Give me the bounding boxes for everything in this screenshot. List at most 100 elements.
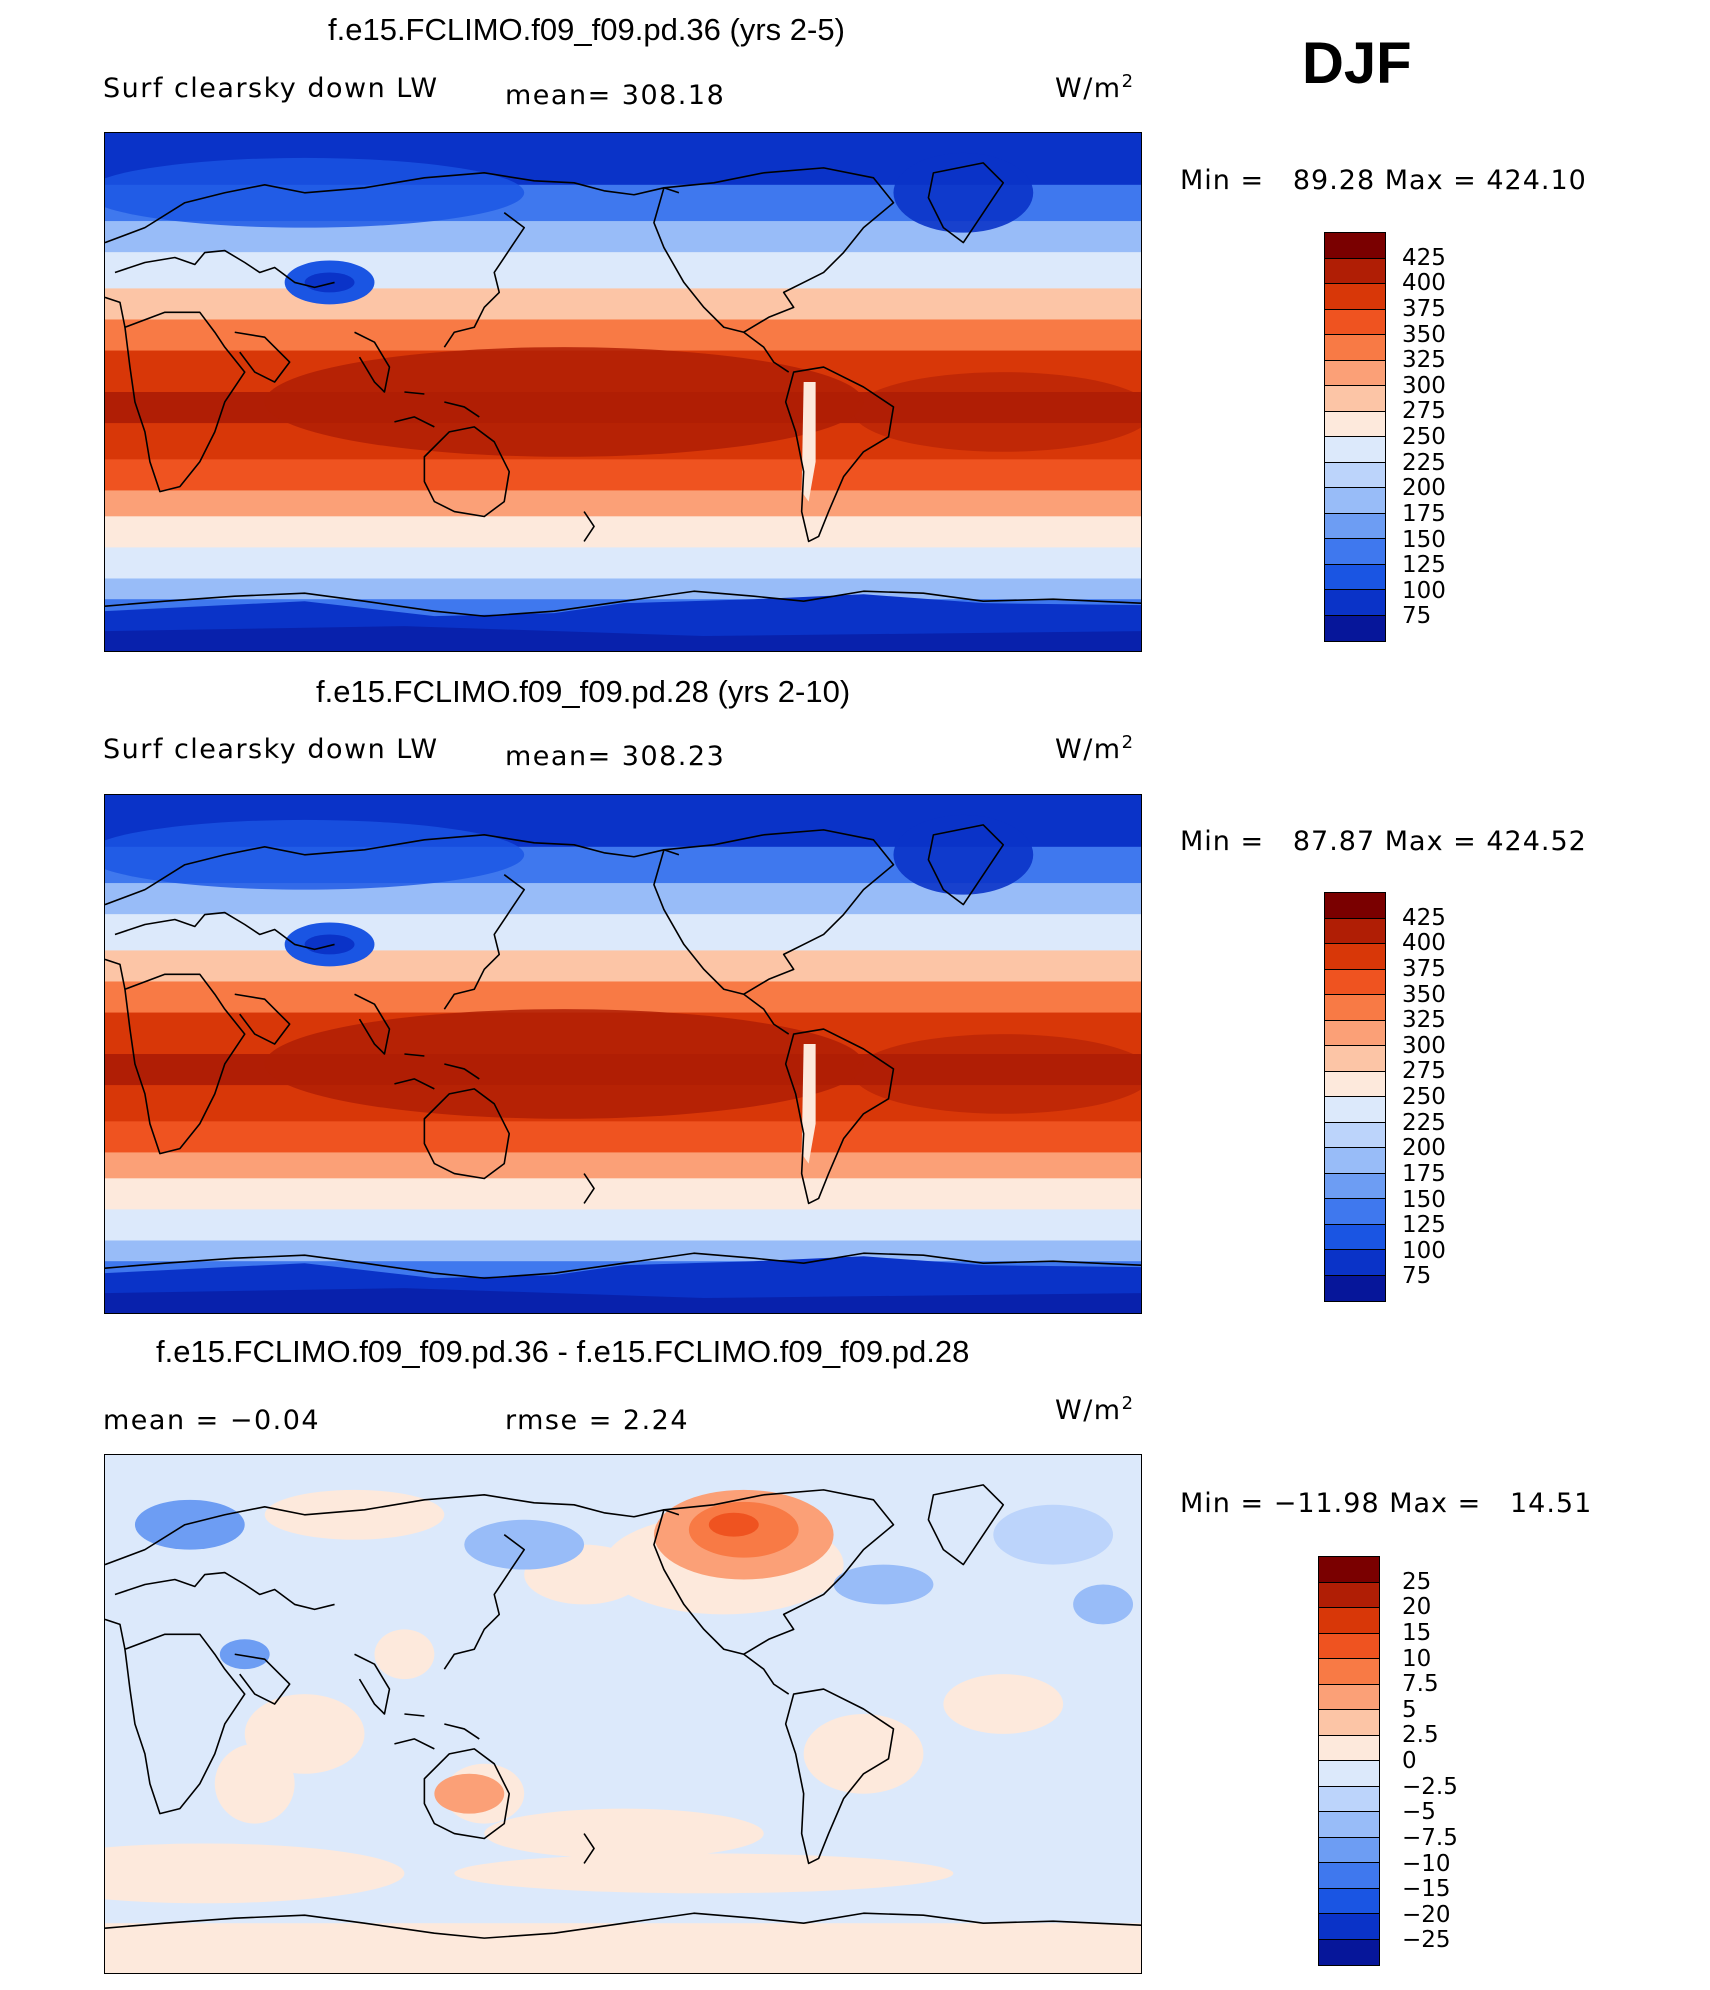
colorbar-tick-label: 150 bbox=[1402, 526, 1446, 553]
colorbar-tick-label: 225 bbox=[1402, 1109, 1446, 1136]
colorbar-swatch bbox=[1325, 995, 1385, 1021]
colorbar-swatch bbox=[1325, 386, 1385, 412]
colorbar-swatch bbox=[1325, 1173, 1385, 1199]
colorbar-swatch bbox=[1319, 1939, 1379, 1965]
colorbar-swatch bbox=[1325, 1122, 1385, 1148]
colorbar-tick-label: 275 bbox=[1402, 398, 1446, 425]
colorbar-tick-label: 425 bbox=[1402, 244, 1446, 271]
colorbar-tick-label: 200 bbox=[1402, 1135, 1446, 1162]
colorbar-swatch bbox=[1325, 233, 1385, 259]
colorbar-tick-label: 225 bbox=[1402, 449, 1446, 476]
panel1-colorbar-labels: 425 400 375 350 325 300 275 250 225 200 175 150 125 1… bbox=[1402, 232, 1522, 642]
colorbar-swatch bbox=[1319, 1582, 1379, 1608]
colorbar-swatch bbox=[1325, 258, 1385, 284]
colorbar-swatch bbox=[1319, 1812, 1379, 1838]
colorbar-swatch bbox=[1319, 1659, 1379, 1685]
panel1-mean-label: mean= 308.18 bbox=[505, 80, 726, 111]
colorbar-swatch bbox=[1325, 309, 1385, 335]
panel1-units-label: W/m2 bbox=[1055, 71, 1135, 104]
colorbar-swatch bbox=[1325, 539, 1385, 565]
colorbar-tick-label: 250 bbox=[1402, 424, 1446, 450]
colorbar-tick-label: 175 bbox=[1402, 1160, 1446, 1187]
panel2-title: f.e15.FCLIMO.f09_f09.pd.28 (yrs 2-10) bbox=[316, 674, 851, 709]
colorbar-swatch bbox=[1325, 944, 1385, 970]
colorbar-swatch bbox=[1325, 437, 1385, 463]
colorbar-tick-label: 125 bbox=[1402, 1212, 1446, 1239]
panel3-units-label: W/m2 bbox=[1055, 1393, 1135, 1426]
colorbar-tick-label: 100 bbox=[1402, 1237, 1446, 1264]
colorbar-swatch bbox=[1325, 564, 1385, 590]
panel2-colorbar-labels: 425 400 375 350 325 300 275 250 225 200 175 150 125 1… bbox=[1402, 892, 1522, 1302]
colorbar-swatch bbox=[1325, 488, 1385, 514]
panel3-minmax: Min = −11.98 Max = 14.51 bbox=[1180, 1488, 1593, 1519]
colorbar-swatch bbox=[1325, 335, 1385, 361]
colorbar-tick-label: 5 bbox=[1402, 1696, 1417, 1723]
colorbar-swatch bbox=[1325, 615, 1385, 641]
colorbar-tick-label: 275 bbox=[1402, 1058, 1446, 1085]
colorbar-tick-label: 25 bbox=[1402, 1568, 1432, 1595]
panel1-minmax: Min = 89.28 Max = 424.10 bbox=[1180, 165, 1587, 196]
panel3-colorbar bbox=[1318, 1556, 1380, 1966]
colorbar-swatch bbox=[1325, 1046, 1385, 1072]
colorbar-tick-label: 175 bbox=[1402, 500, 1446, 527]
colorbar-tick-label: 10 bbox=[1402, 1645, 1432, 1672]
colorbar-swatch bbox=[1325, 360, 1385, 386]
colorbar-swatch bbox=[1325, 590, 1385, 616]
colorbar-tick-label: 7.5 bbox=[1402, 1671, 1439, 1698]
colorbar-tick-label: 20 bbox=[1402, 1594, 1432, 1621]
colorbar-swatch bbox=[1319, 1735, 1379, 1761]
colorbar-tick-label: 150 bbox=[1402, 1186, 1446, 1213]
colorbar-tick-label: 375 bbox=[1402, 295, 1446, 322]
colorbar-swatch bbox=[1325, 1148, 1385, 1174]
colorbar-swatch bbox=[1319, 1863, 1379, 1889]
panel1-map-field bbox=[105, 133, 1141, 651]
colorbar-tick-label: 375 bbox=[1402, 955, 1446, 982]
colorbar-swatch bbox=[1325, 513, 1385, 539]
colorbar-swatch bbox=[1319, 1633, 1379, 1659]
panel2-units-label: W/m2 bbox=[1055, 732, 1135, 765]
colorbar-tick-label: 75 bbox=[1402, 603, 1432, 630]
colorbar-swatch bbox=[1325, 411, 1385, 437]
colorbar-swatch bbox=[1325, 1020, 1385, 1046]
colorbar-swatch bbox=[1325, 1199, 1385, 1225]
panel1-map bbox=[104, 132, 1142, 652]
colorbar-swatch bbox=[1319, 1761, 1379, 1787]
colorbar-swatch bbox=[1319, 1557, 1379, 1583]
colorbar-tick-label: 350 bbox=[1402, 321, 1446, 348]
panel1-variable-label: Surf clearsky down LW bbox=[103, 73, 439, 104]
colorbar-tick-label: 300 bbox=[1402, 1032, 1446, 1059]
colorbar-swatch bbox=[1325, 1275, 1385, 1301]
colorbar-tick-label: 2.5 bbox=[1402, 1722, 1439, 1749]
colorbar-swatch bbox=[1325, 969, 1385, 995]
colorbar-swatch bbox=[1319, 1888, 1379, 1914]
colorbar-swatch bbox=[1325, 1224, 1385, 1250]
panel2-variable-label: Surf clearsky down LW bbox=[103, 734, 439, 765]
colorbar-tick-label: 400 bbox=[1402, 930, 1446, 957]
panel2-minmax: Min = 87.87 Max = 424.52 bbox=[1180, 826, 1587, 857]
colorbar-tick-label: 325 bbox=[1402, 347, 1446, 374]
colorbar-swatch bbox=[1319, 1837, 1379, 1863]
colorbar-tick-label: 350 bbox=[1402, 981, 1446, 1008]
colorbar-tick-label: 300 bbox=[1402, 372, 1446, 399]
panel2-map bbox=[104, 794, 1142, 1314]
colorbar-tick-label: 400 bbox=[1402, 270, 1446, 297]
panel3-colorbar-labels: 25 20 15 10 7.5 5 2.5 0 −2.5 −5 −7.5 −10 −15 −20 −25 bbox=[1402, 1556, 1522, 1966]
panel2-map-field bbox=[105, 795, 1141, 1313]
colorbar-swatch bbox=[1325, 462, 1385, 488]
colorbar-swatch bbox=[1325, 918, 1385, 944]
colorbar-tick-label: 0 bbox=[1402, 1748, 1417, 1774]
colorbar-swatch bbox=[1325, 1250, 1385, 1276]
colorbar-tick-label: −7.5 bbox=[1402, 1824, 1458, 1851]
colorbar-tick-label: 125 bbox=[1402, 552, 1446, 579]
colorbar-tick-label: 100 bbox=[1402, 577, 1446, 604]
colorbar-tick-label: −25 bbox=[1402, 1927, 1451, 1954]
panel3-rmse-label: rmse = 2.24 bbox=[505, 1405, 690, 1436]
colorbar-tick-label: 15 bbox=[1402, 1619, 1432, 1646]
colorbar-swatch bbox=[1325, 1097, 1385, 1123]
colorbar-tick-label: −10 bbox=[1402, 1850, 1451, 1877]
colorbar-swatch bbox=[1319, 1684, 1379, 1710]
colorbar-swatch bbox=[1325, 284, 1385, 310]
panel1-colorbar bbox=[1324, 232, 1386, 642]
colorbar-tick-label: 425 bbox=[1402, 904, 1446, 931]
colorbar-swatch bbox=[1325, 893, 1385, 919]
